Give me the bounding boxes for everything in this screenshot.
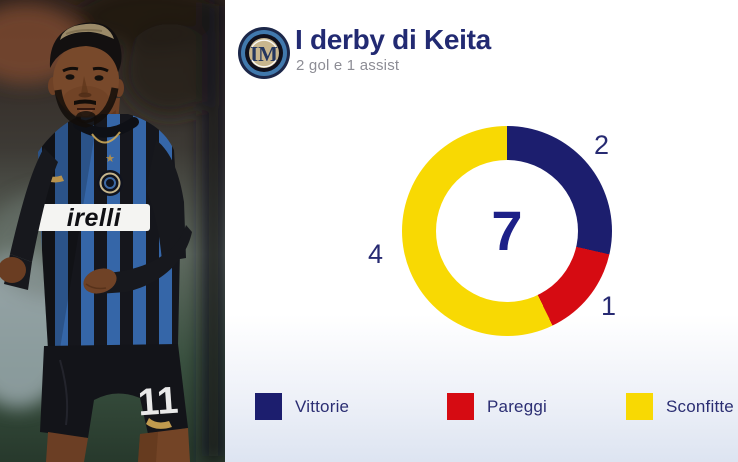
- value-label-sconfitte: 4: [368, 239, 384, 269]
- legend-swatch-vittorie: [255, 393, 282, 420]
- left-sleeve: [10, 148, 58, 262]
- legend-swatch-pareggi: [447, 393, 474, 420]
- donut-total-label: 7: [491, 199, 523, 262]
- stats-panel: IM I derby di Keita 2 gol e 1 assist 7 2…: [225, 0, 738, 462]
- player-keita: ★ irelli: [0, 22, 192, 462]
- gold-necklace: [91, 131, 121, 144]
- player-photo-illustration: ★ irelli: [0, 0, 225, 462]
- page-subtitle: 2 gol e 1 assist: [296, 57, 400, 74]
- value-label-pareggi: 1: [601, 291, 617, 321]
- legend-item-vittorie: Vittorie: [255, 393, 349, 420]
- legend-label-vittorie: Vittorie: [295, 396, 350, 416]
- value-label-vittorie: 2: [594, 130, 610, 160]
- legend-item-pareggi: Pareggi: [447, 393, 547, 420]
- legend-label-pareggi: Pareggi: [487, 396, 547, 416]
- pirelli-sponsor-band: irelli: [36, 204, 150, 232]
- player-left-thigh: [46, 432, 88, 462]
- jersey-sponsor-text: irelli: [67, 204, 122, 232]
- jersey-striped-torso: [38, 114, 180, 349]
- shorts-number: 11: [137, 380, 180, 425]
- legend-swatch-sconfitte: [626, 393, 653, 420]
- inter-crest-logo: IM: [238, 27, 290, 79]
- player-beard: [54, 87, 119, 128]
- donut-chart: 7: [402, 126, 612, 336]
- legend-label-sconfitte: Sconfitte: [666, 396, 734, 416]
- player-shorts: 11: [40, 344, 188, 438]
- crest-monogram: IM: [250, 42, 278, 66]
- donut-hole: 7: [436, 160, 578, 302]
- crossing-forearm: [96, 225, 192, 294]
- nike-swoosh-shorts: [146, 418, 172, 429]
- scudetto-star: ★: [105, 153, 115, 165]
- right-sleeve: [146, 140, 186, 262]
- left-fist: [0, 257, 26, 283]
- bleached-hair-patch: [60, 23, 114, 40]
- legend-item-sconfitte: Sconfitte: [626, 393, 734, 420]
- inter-chest-crest: [97, 170, 123, 196]
- player-photo: ★ irelli: [0, 0, 225, 462]
- player-head: [48, 22, 124, 128]
- page-title: I derby di Keita: [295, 24, 491, 55]
